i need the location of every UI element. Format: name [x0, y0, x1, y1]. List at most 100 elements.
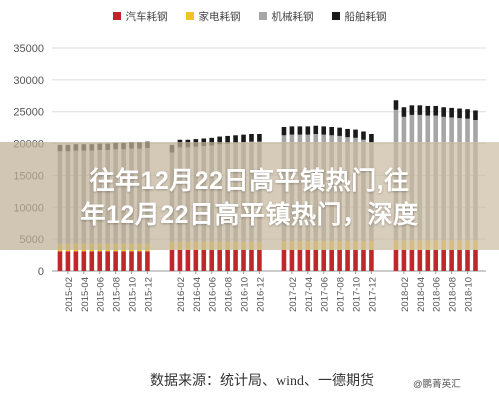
- bar-segment-auto: [225, 249, 230, 271]
- bar-segment-shipbuilding: [369, 134, 374, 143]
- bar-segment-shipbuilding: [473, 110, 478, 120]
- bar-segment-shipbuilding: [249, 134, 254, 142]
- watermark: @鹏菁英汇: [413, 379, 461, 390]
- bar-segment-shipbuilding: [321, 126, 327, 135]
- x-tick-label: 2015-02: [64, 277, 75, 312]
- x-tick-label: 2017-12: [367, 277, 378, 312]
- x-tick-label: 2017-10: [352, 277, 363, 312]
- legend-swatch-auto: [112, 12, 121, 20]
- x-tick-label: 2018-06: [432, 277, 443, 312]
- x-tick-label: 2018-02: [400, 277, 411, 312]
- bar-segment-auto: [113, 251, 118, 271]
- y-tick-label: 0: [38, 266, 44, 278]
- x-tick-label: 2016-02: [176, 277, 187, 312]
- bar-segment-shipbuilding: [393, 100, 399, 110]
- x-tick-label: 2015-04: [80, 277, 91, 312]
- bar-segment-auto: [393, 249, 399, 271]
- bar-segment-shipbuilding: [361, 131, 366, 140]
- bar-segment-auto: [89, 251, 95, 271]
- x-tick-label: 2017-08: [336, 277, 347, 312]
- y-tick-label: 30000: [13, 75, 44, 87]
- x-tick-label: 2018-04: [416, 277, 427, 312]
- bar-segment-auto: [81, 251, 87, 271]
- x-tick-label: 2016-04: [192, 277, 203, 312]
- bar-segment-auto: [345, 249, 350, 271]
- bar-segment-auto: [361, 249, 366, 271]
- legend-label-appliance: 家电耗钢: [198, 10, 241, 23]
- legend-item-auto: 汽车耗钢: [112, 9, 168, 24]
- bar-segment-auto: [209, 249, 215, 271]
- bar-segment-auto: [177, 249, 183, 271]
- data-source-note: 数据来源：统计局、wind、一德期货: [150, 374, 374, 389]
- x-tick-label: 2015-08: [112, 277, 123, 312]
- x-tick-label: 2016-12: [255, 277, 266, 312]
- bar-segment-auto: [281, 249, 287, 271]
- bar-segment-shipbuilding: [209, 137, 215, 146]
- bar-segment-shipbuilding: [337, 127, 342, 136]
- y-tick-label: 25000: [13, 107, 44, 119]
- bar-segment-shipbuilding: [401, 107, 407, 117]
- bar-segment-auto: [57, 251, 63, 271]
- bar-segment-auto: [241, 249, 246, 271]
- bar-segment-auto: [185, 249, 191, 271]
- bar-segment-shipbuilding: [425, 105, 431, 116]
- x-tick-label: 2015-12: [143, 277, 154, 312]
- bar-segment-shipbuilding: [233, 135, 238, 143]
- bar-segment-shipbuilding: [409, 105, 415, 115]
- bar-segment-shipbuilding: [329, 127, 334, 136]
- x-tick-label: 2017-02: [288, 277, 299, 312]
- x-tick-label: 2015-10: [128, 277, 139, 312]
- title-banner: 往年12月22日高平镇热门,往 年12月22日高平镇热门，深度: [0, 142, 499, 250]
- legend-label-shipbuilding: 船舶耗钢: [344, 10, 387, 23]
- bar-segment-auto: [313, 249, 319, 271]
- bar-segment-auto: [137, 251, 142, 271]
- bar-segment-auto: [337, 249, 342, 271]
- bar-segment-auto: [449, 249, 454, 271]
- bar-segment-auto: [401, 249, 407, 271]
- legend-label-auto: 汽车耗钢: [125, 10, 168, 23]
- legend-item-machinery: 机械耗钢: [258, 9, 314, 24]
- bar-segment-shipbuilding: [353, 129, 358, 138]
- bar-segment-auto: [289, 249, 295, 271]
- bar-segment-shipbuilding: [457, 108, 462, 119]
- banner-line-2: 年12月22日高平镇热门，深度: [80, 201, 419, 229]
- bar-segment-auto: [121, 251, 126, 271]
- bar-segment-shipbuilding: [305, 126, 311, 135]
- bar-segment-auto: [409, 249, 415, 271]
- bar-segment-auto: [441, 249, 446, 271]
- bar-segment-shipbuilding: [297, 126, 303, 135]
- bar-segment-auto: [249, 249, 254, 271]
- bar-segment-auto: [73, 251, 79, 271]
- bar-segment-shipbuilding: [441, 107, 446, 117]
- bar-segment-auto: [105, 251, 110, 271]
- bar-segment-auto: [129, 251, 134, 271]
- y-tick-label: 35000: [13, 43, 44, 55]
- bar-segment-auto: [433, 249, 439, 271]
- legend-swatch-machinery: [258, 12, 267, 20]
- bar-segment-auto: [257, 249, 262, 271]
- bar-segment-auto: [425, 249, 431, 271]
- legend: 汽车耗钢 家电耗钢 机械耗钢 船舶耗钢: [0, 6, 499, 26]
- legend-swatch-shipbuilding: [331, 12, 340, 20]
- bar-segment-shipbuilding: [417, 105, 423, 115]
- x-tick-label: 2018-08: [448, 277, 459, 312]
- bar-segment-shipbuilding: [345, 128, 350, 138]
- bar-segment-auto: [201, 249, 207, 271]
- bar-segment-auto: [457, 249, 462, 271]
- bar-segment-auto: [233, 249, 238, 271]
- x-tick-label: 2016-06: [208, 277, 219, 312]
- bar-segment-shipbuilding: [465, 109, 470, 119]
- bar-segment-auto: [473, 249, 478, 271]
- banner-line-1: 往年12月22日高平镇热门,往: [89, 167, 410, 195]
- bar-segment-shipbuilding: [449, 107, 454, 118]
- bar-segment-auto: [329, 249, 334, 271]
- bar-segment-shipbuilding: [289, 126, 295, 135]
- bar-segment-auto: [305, 249, 311, 271]
- bar-segment-shipbuilding: [241, 134, 246, 143]
- bar-segment-auto: [217, 249, 222, 271]
- bar-segment-shipbuilding: [225, 135, 230, 144]
- bar-segment-shipbuilding: [433, 105, 439, 116]
- x-tick-label: 2018-10: [464, 277, 475, 312]
- bar-segment-auto: [65, 251, 71, 271]
- bar-segment-auto: [353, 249, 358, 271]
